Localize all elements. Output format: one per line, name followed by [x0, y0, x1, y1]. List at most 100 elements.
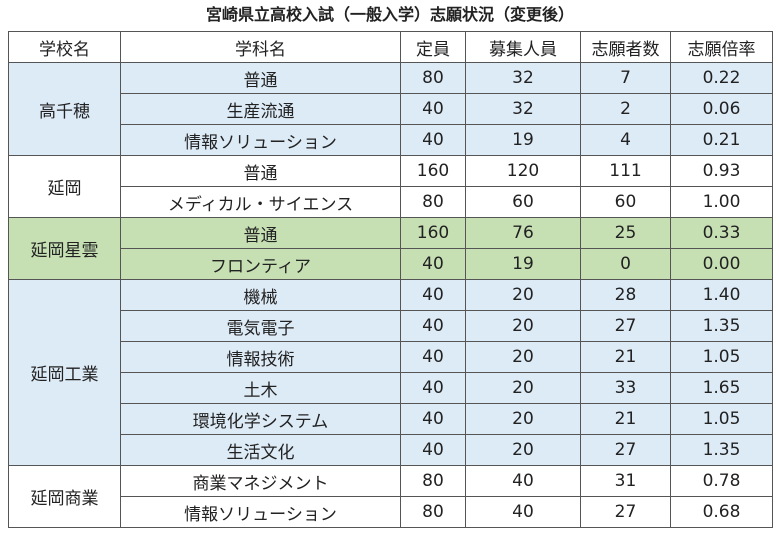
department-cell: 普通 [120, 155, 401, 187]
table-row: 延岡星雲 普通 160 76 25 0.33 [8, 217, 773, 280]
data-table: 学校名 学科名 定員 募集人員 志願者数 志願倍率 高千穂 普通 80 32 7 0.22 生産流通 4… [8, 31, 773, 528]
ratio-cell: 0.78 [670, 465, 773, 497]
ratio-cell: 0.22 [670, 62, 773, 94]
department-cell: 電気電子 [120, 310, 401, 342]
ratio-cell: 1.40 [670, 279, 773, 311]
ratio-cell: 0.33 [670, 217, 773, 249]
capacity-cell: 80 [400, 186, 466, 218]
applicants-cell: 27 [580, 496, 671, 528]
recruitment-cell: 40 [465, 465, 581, 497]
header-cell: 募集人員 [465, 31, 581, 63]
table-row: 高千穂 普通 80 32 7 0.22 [8, 62, 773, 156]
ratio-cell: 1.00 [670, 186, 773, 218]
table-row: 土木 40 20 33 1.65 [9, 372, 773, 404]
recruitment-cell: 60 [465, 186, 581, 218]
school-cell: 延岡星雲 [8, 217, 121, 280]
school-cell: 延岡工業 [8, 279, 121, 466]
header-row: 学校名 学科名 定員 募集人員 志願者数 志願倍率 [8, 31, 773, 63]
applicants-cell: 31 [580, 465, 671, 497]
school-cell: 延岡 [8, 155, 121, 218]
department-cell: 環境化学システム [120, 403, 401, 435]
header-cell: 学校名 [8, 31, 121, 63]
department-cell: 機械 [120, 279, 401, 311]
applicants-cell: 21 [580, 403, 671, 435]
department-cell: 普通 [120, 62, 401, 94]
department-cell: 土木 [120, 372, 401, 404]
recruitment-cell: 20 [465, 310, 581, 342]
applicants-cell: 111 [580, 155, 671, 187]
header-cell: 学科名 [120, 31, 401, 63]
header-cell: 志願者数 [580, 31, 671, 63]
recruitment-cell: 120 [465, 155, 581, 187]
applicants-cell: 33 [580, 372, 671, 404]
capacity-cell: 40 [400, 434, 466, 466]
recruitment-cell: 19 [465, 124, 581, 156]
applicants-cell: 0 [580, 248, 671, 280]
ratio-cell: 0.06 [670, 93, 773, 125]
school-cell: 高千穂 [8, 62, 121, 156]
recruitment-cell: 20 [465, 403, 581, 435]
ratio-cell: 0.21 [670, 124, 773, 156]
recruitment-cell: 19 [465, 248, 581, 280]
ratio-cell: 1.35 [670, 434, 773, 466]
recruitment-cell: 20 [465, 372, 581, 404]
department-cell: 生産流通 [120, 93, 401, 125]
ratio-cell: 1.35 [670, 310, 773, 342]
table-row: 延岡工業 機械 40 20 28 1.40 [8, 279, 773, 466]
applicants-cell: 28 [580, 279, 671, 311]
capacity-cell: 40 [400, 341, 466, 373]
capacity-cell: 160 [400, 155, 466, 187]
table-row: フロンティア 40 19 0 0.00 [9, 248, 773, 280]
recruitment-cell: 20 [465, 341, 581, 373]
applicants-cell: 25 [580, 217, 671, 249]
header-cell: 志願倍率 [670, 31, 773, 63]
capacity-cell: 40 [400, 310, 466, 342]
capacity-cell: 40 [400, 124, 466, 156]
department-cell: 普通 [120, 217, 401, 249]
department-cell: フロンティア [120, 248, 401, 280]
table-row: 電気電子 40 20 27 1.35 [9, 310, 773, 342]
ratio-cell: 0.00 [670, 248, 773, 280]
ratio-cell: 0.68 [670, 496, 773, 528]
table-row: 生活文化 40 20 27 1.35 [9, 434, 773, 466]
table-row: 情報ソリューション 80 40 27 0.68 [9, 496, 773, 528]
table-row: 情報技術 40 20 21 1.05 [9, 341, 773, 373]
department-cell: 生活文化 [120, 434, 401, 466]
ratio-cell: 1.05 [670, 341, 773, 373]
recruitment-cell: 32 [465, 93, 581, 125]
capacity-cell: 80 [400, 496, 466, 528]
capacity-cell: 40 [400, 93, 466, 125]
applicants-cell: 27 [580, 434, 671, 466]
capacity-cell: 80 [400, 465, 466, 497]
table-row: 環境化学システム 40 20 21 1.05 [9, 403, 773, 435]
capacity-cell: 40 [400, 403, 466, 435]
table-title: 宮崎県立高校入試（一般入学）志願状況（変更後） [205, 5, 574, 24]
department-cell: 情報ソリューション [120, 124, 401, 156]
capacity-cell: 40 [400, 279, 466, 311]
capacity-cell: 40 [400, 372, 466, 404]
recruitment-cell: 32 [465, 62, 581, 94]
table-row: 情報ソリューション 40 19 4 0.21 [9, 124, 773, 156]
ratio-cell: 1.65 [670, 372, 773, 404]
recruitment-cell: 20 [465, 279, 581, 311]
header-cell: 定員 [400, 31, 466, 63]
applicants-cell: 4 [580, 124, 671, 156]
department-cell: 情報ソリューション [120, 496, 401, 528]
ratio-cell: 0.93 [670, 155, 773, 187]
recruitment-cell: 20 [465, 434, 581, 466]
applicants-cell: 7 [580, 62, 671, 94]
department-cell: メディカル・サイエンス [120, 186, 401, 218]
table-row: メディカル・サイエンス 80 60 60 1.00 [9, 186, 773, 218]
capacity-cell: 80 [400, 62, 466, 94]
capacity-cell: 160 [400, 217, 466, 249]
table-row: 延岡 普通 160 120 111 0.93 [8, 155, 773, 218]
applicants-cell: 2 [580, 93, 671, 125]
recruitment-cell: 40 [465, 496, 581, 528]
table-row: 延岡商業 商業マネジメント 80 40 31 0.78 [8, 465, 773, 528]
applicants-cell: 27 [580, 310, 671, 342]
school-cell: 延岡商業 [8, 465, 121, 528]
department-cell: 情報技術 [120, 341, 401, 373]
recruitment-cell: 76 [465, 217, 581, 249]
applicants-cell: 60 [580, 186, 671, 218]
